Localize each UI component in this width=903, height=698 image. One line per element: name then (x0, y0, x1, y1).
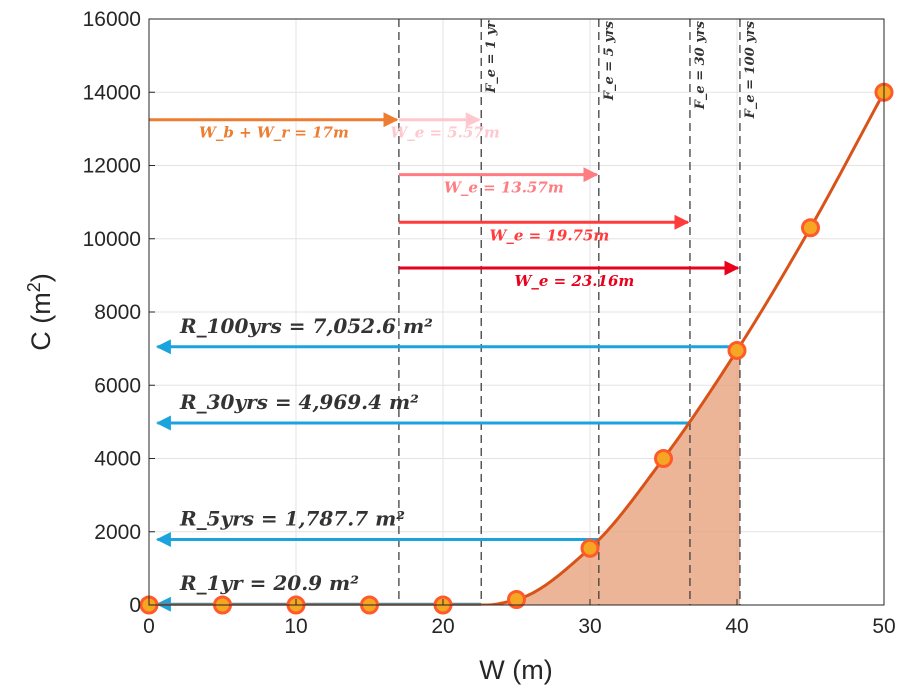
result-arrow-label: R_1yr = 20.9 m² (179, 571, 359, 595)
annotation-labels: F_e = 1 yr F_e = 5 yrs F_e = 30 yrs F_e = 1… (179, 20, 758, 595)
vertical-line-label: F_e = 5 yrs (602, 20, 617, 101)
area-fill (481, 345, 740, 605)
data-point (507, 590, 526, 610)
width-arrow-label: W_e = 19.75m (490, 226, 610, 244)
y-tick-label: 2000 (94, 521, 141, 544)
y-axis-label: C (m2) (24, 273, 56, 351)
data-point (801, 218, 820, 238)
result-arrow-label: R_5yrs = 1,787.7 m² (179, 507, 405, 531)
x-axis-label: W (m) (479, 655, 552, 685)
vertical-line-label: F_e = 1 yr (484, 20, 499, 94)
y-axis-ticks: 0 2000 4000 6000 8000 10000 12000 14000 16000 (83, 8, 155, 617)
x-tick-label: 40 (725, 615, 748, 638)
x-tick-label: 20 (431, 615, 454, 638)
data-point (654, 449, 673, 468)
result-arrow-label: R_100yrs = 7,052.6 m² (179, 314, 433, 338)
y-tick-label: 12000 (83, 155, 141, 178)
vertical-line-label: F_e = 30 yrs (693, 20, 708, 110)
y-tick-label: 10000 (83, 228, 141, 251)
y-tick-label: 4000 (94, 448, 141, 471)
result-arrow-label: R_30yrs = 4,969.4 m² (179, 390, 419, 414)
width-arrow-label: W_e = 5.57m (390, 124, 499, 142)
y-tick-label: 14000 (83, 81, 141, 104)
vertical-line-label: F_e = 100 yrs (743, 20, 758, 119)
vertical-lines (398, 19, 741, 605)
y-tick-label: 0 (129, 594, 141, 617)
x-tick-label: 30 (578, 615, 601, 638)
x-axis-ticks: 0 10 20 30 40 50 (143, 599, 896, 638)
x-tick-label: 50 (872, 615, 895, 638)
x-tick-label: 0 (143, 615, 155, 638)
width-arrow-label: W_e = 13.57m (444, 179, 564, 197)
data-point (727, 340, 747, 360)
width-arrow-label: W_b + W_r = 17m (199, 124, 349, 142)
width-arrow-label: W_e = 23.16m (515, 272, 635, 290)
data-point (580, 538, 600, 558)
x-tick-label: 10 (284, 615, 307, 638)
y-tick-label: 16000 (83, 8, 141, 31)
y-tick-label: 6000 (94, 374, 141, 397)
y-tick-label: 8000 (94, 301, 141, 324)
